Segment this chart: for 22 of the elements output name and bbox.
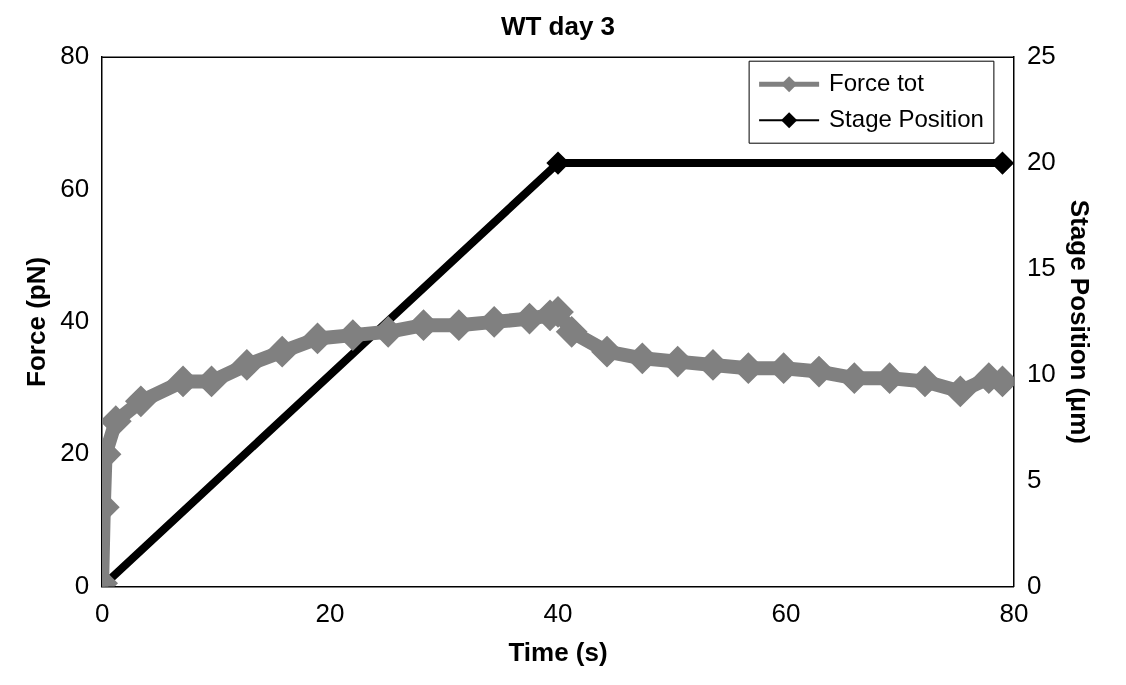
y-tick-label: 0: [74, 569, 90, 600]
y-tick-label: 40: [60, 305, 90, 336]
legend-label: Force tot: [829, 68, 925, 96]
x-tick-label: 60: [771, 598, 801, 629]
y2-tick-label: 15: [1026, 252, 1056, 283]
y2-tick-label: 25: [1026, 40, 1056, 71]
y-tick-label: 60: [60, 172, 90, 203]
y2-axis-title: Stage Position (μm): [1065, 199, 1096, 444]
y2-tick-label: 10: [1026, 358, 1056, 389]
y-tick-label: 80: [60, 40, 90, 71]
y2-tick-label: 0: [1026, 569, 1042, 600]
chart-title: WT day 3: [500, 10, 616, 41]
y-axis-title: Force (pN): [20, 256, 51, 387]
legend-label: Stage Position: [829, 104, 984, 132]
y2-tick-label: 20: [1026, 146, 1056, 177]
x-axis-title: Time (s): [508, 636, 608, 667]
x-tick-label: 80: [999, 598, 1029, 629]
x-tick-label: 20: [315, 598, 345, 629]
x-tick-label: 40: [543, 598, 573, 629]
y2-tick-label: 5: [1026, 463, 1042, 494]
x-tick-label: 0: [94, 598, 110, 629]
y-tick-label: 20: [60, 437, 90, 468]
